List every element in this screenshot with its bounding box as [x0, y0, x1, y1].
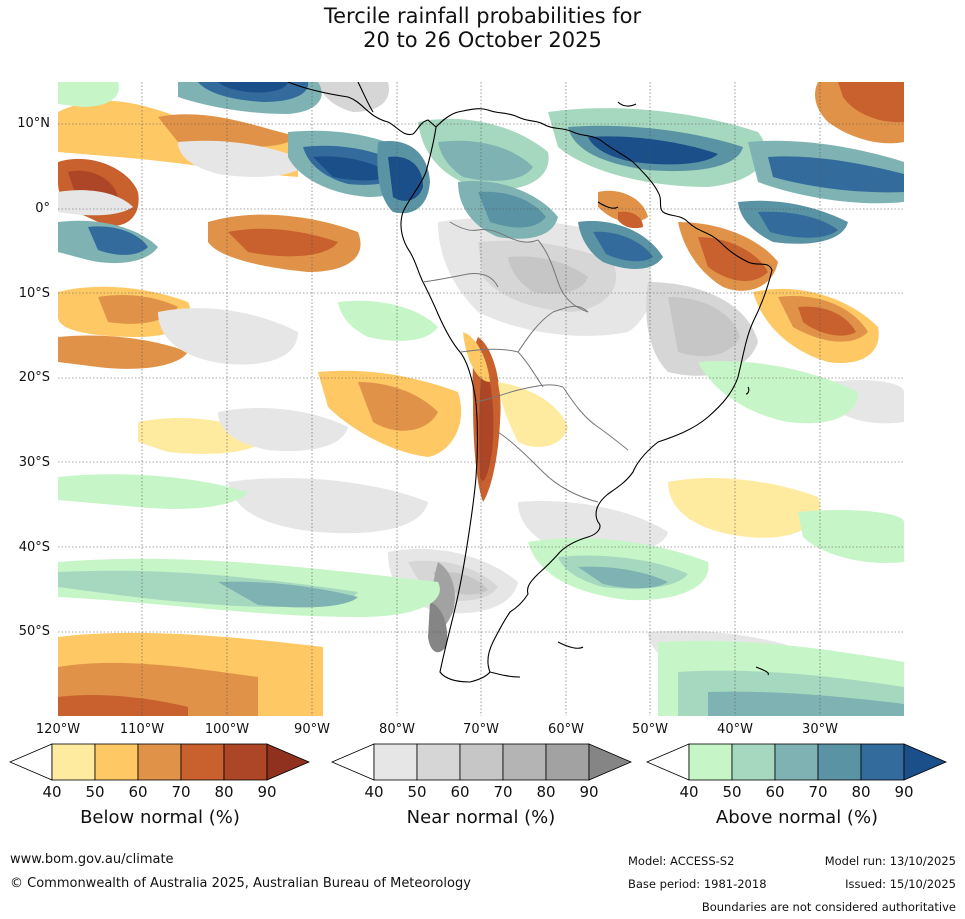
rainfall-probability-map — [58, 82, 904, 716]
model-name: Model: ACCESS-S2 — [628, 854, 735, 868]
title-line-1: Tercile rainfall probabilities for — [323, 4, 642, 28]
below-tick-90: 90 — [257, 783, 277, 801]
boundaries-disclaimer: Boundaries are not considered authoritat… — [701, 900, 956, 914]
cbar-above-seg-1 — [688, 743, 733, 781]
map-title: Tercile rainfall probabilities for 20 to… — [0, 4, 965, 52]
cbar-near-seg-1 — [373, 743, 418, 781]
above-tick-60: 60 — [765, 783, 785, 801]
near-tick-50: 50 — [407, 783, 427, 801]
lat-label-20s: 20°S — [18, 370, 50, 385]
lon-label-70w: 70°W — [463, 722, 499, 737]
below-normal-regions — [58, 82, 904, 716]
cbar-near-seg-4 — [502, 743, 547, 781]
near-normal-title: Near normal (%) — [406, 807, 556, 828]
above-tick-50: 50 — [722, 783, 742, 801]
cbar-near-seg-6 — [588, 743, 633, 781]
bom-url-link[interactable]: www.bom.gov.au/climate — [10, 852, 174, 867]
cbar-above-seg-0 — [645, 743, 690, 781]
above-tick-40: 40 — [679, 783, 699, 801]
above-tick-80: 80 — [851, 783, 871, 801]
lon-label-110w: 110°W — [119, 722, 165, 737]
lat-label-0: 0° — [35, 201, 50, 216]
above-tick-70: 70 — [808, 783, 828, 801]
cbar-above-seg-4 — [817, 743, 862, 781]
cbar-below-seg-2 — [94, 743, 139, 781]
below-tick-40: 40 — [42, 783, 62, 801]
issued-date: Issued: 15/10/2025 — [845, 877, 956, 891]
above-normal-title: Above normal (%) — [715, 807, 879, 828]
cbar-above-seg-3 — [774, 743, 819, 781]
lat-label-40s: 40°S — [18, 540, 50, 555]
cbar-below-seg-3 — [137, 743, 182, 781]
country-borders — [422, 221, 629, 503]
lon-label-60w: 60°W — [548, 722, 584, 737]
above-normal-regions — [58, 82, 904, 716]
title-line-2: 20 to 26 October 2025 — [363, 28, 602, 52]
coastlines — [287, 82, 773, 683]
cbar-near-seg-2 — [416, 743, 461, 781]
cbar-below-seg-1 — [51, 743, 96, 781]
model-run-date: Model run: 13/10/2025 — [824, 854, 956, 868]
near-tick-70: 70 — [493, 783, 513, 801]
lon-label-50w: 50°W — [632, 722, 668, 737]
cbar-below-seg-4 — [180, 743, 225, 781]
lat-label-10n: 10°N — [17, 116, 50, 131]
lon-label-120w: 120°W — [35, 722, 81, 737]
below-normal-title: Below normal (%) — [80, 807, 240, 828]
cbar-below-seg-6 — [266, 743, 311, 781]
near-tick-90: 90 — [579, 783, 599, 801]
lon-label-100w: 100°W — [204, 722, 250, 737]
below-tick-70: 70 — [171, 783, 191, 801]
cbar-below-seg-0 — [8, 743, 53, 781]
cbar-above-seg-6 — [903, 743, 948, 781]
lat-label-30s: 30°S — [18, 455, 50, 470]
cbar-above-seg-5 — [860, 743, 905, 781]
colorbar-above-normal — [645, 743, 948, 781]
near-tick-60: 60 — [450, 783, 470, 801]
cbar-near-seg-3 — [459, 743, 504, 781]
lon-label-30w: 30°W — [802, 722, 838, 737]
near-tick-80: 80 — [536, 783, 556, 801]
colorbar-near-normal — [330, 743, 633, 781]
cbar-near-seg-5 — [545, 743, 590, 781]
lat-label-50s: 50°S — [18, 624, 50, 639]
cbar-below-seg-5 — [223, 743, 268, 781]
graticule — [58, 82, 904, 716]
below-tick-80: 80 — [214, 783, 234, 801]
above-tick-90: 90 — [894, 783, 914, 801]
base-period: Base period: 1981-2018 — [628, 877, 767, 891]
colorbar-below-normal — [8, 743, 311, 781]
cbar-near-seg-0 — [330, 743, 375, 781]
lat-label-10s: 10°S — [18, 286, 50, 301]
lon-label-90w: 90°W — [294, 722, 330, 737]
copyright-text: © Commonwealth of Australia 2025, Austra… — [10, 876, 471, 891]
cbar-above-seg-2 — [731, 743, 776, 781]
lon-label-80w: 80°W — [379, 722, 415, 737]
below-tick-60: 60 — [128, 783, 148, 801]
near-tick-40: 40 — [364, 783, 384, 801]
below-tick-50: 50 — [85, 783, 105, 801]
lon-label-40w: 40°W — [717, 722, 753, 737]
